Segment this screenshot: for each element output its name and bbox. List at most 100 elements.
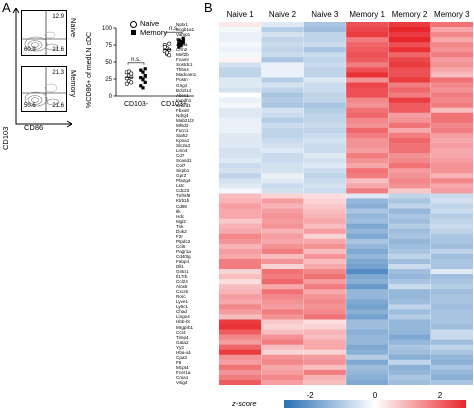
heatmap-cell — [430, 92, 473, 99]
heatmap-cell — [261, 344, 305, 351]
heatmap-cell — [303, 143, 347, 149]
heatmap-cell — [219, 168, 262, 174]
heatmap-cell — [346, 52, 389, 58]
heatmap-cell — [219, 369, 262, 376]
heatmap-cell — [261, 87, 305, 93]
heatmap-cell — [261, 22, 305, 28]
heatmap-cell — [219, 107, 262, 114]
heatmap-cell — [303, 47, 347, 53]
heatmap-cell — [388, 269, 432, 275]
heatmap-cell — [261, 127, 305, 134]
heatmap-cell — [388, 27, 432, 33]
heatmap-cell — [261, 374, 305, 381]
heatmap-cell — [388, 183, 432, 189]
heatmap-cell — [346, 188, 389, 194]
heatmap-cell — [219, 122, 262, 129]
gene-label: Slc2a3 — [176, 143, 191, 148]
gene-label: Sirpb1 — [176, 168, 190, 174]
gene-label: Mcpt4 — [176, 364, 189, 370]
gene-label: Mef2b — [176, 52, 189, 58]
heatmap-cell — [303, 198, 347, 204]
heatmap-cell — [303, 374, 347, 381]
scatter-category-label-1: CD103+ — [161, 101, 187, 108]
heatmap-cell — [219, 233, 262, 240]
gene-label: Ilk — [176, 208, 181, 214]
heatmap-cell — [261, 32, 305, 38]
heatmap-cell — [430, 112, 473, 119]
heatmap-cell — [430, 374, 473, 381]
heatmap-cell — [430, 294, 473, 300]
heatmap-cell — [303, 37, 347, 43]
heatmap-cell — [219, 163, 262, 169]
heatmap-cell — [303, 127, 347, 134]
heatmap-cell — [303, 97, 347, 104]
gene-label: Postn — [176, 77, 188, 83]
heatmap-cell — [303, 52, 347, 58]
flow-naive-q-br: 21.6 — [52, 47, 64, 53]
heatmap-cell — [430, 127, 473, 134]
heatmap-cell — [261, 52, 305, 58]
scatter-ytick-label-4: 100 — [102, 26, 113, 32]
heatmap-cell — [303, 309, 347, 315]
heatmap-cell — [346, 42, 389, 48]
heatmap-cell — [303, 248, 347, 255]
heatmap-cell — [303, 354, 347, 361]
gene-label: Fabp4 — [176, 258, 190, 264]
heatmap-cell — [261, 264, 305, 270]
heatmap-cell — [346, 339, 389, 346]
heatmap-cell — [219, 77, 262, 83]
heatmap-cell — [346, 238, 389, 245]
flow-x-arrowhead — [66, 120, 72, 128]
heatmap-cell — [219, 304, 262, 310]
heatmap-cell — [346, 148, 389, 154]
scatter-point-memory — [181, 39, 185, 43]
heatmap-cell — [388, 178, 432, 184]
gene-label: F2r — [176, 233, 183, 239]
heatmap-cell — [430, 284, 473, 290]
heatmap-cell — [388, 359, 432, 366]
heatmap-cell — [430, 168, 473, 174]
scatter-category-label-0: CD103- — [124, 101, 149, 108]
heatmap-cell — [346, 143, 389, 149]
gene-label: Cd96 — [176, 203, 187, 209]
heatmap-cell — [430, 309, 473, 315]
heatmap-cell — [261, 82, 305, 88]
heatmap — [219, 22, 473, 385]
gene-label: Gng4 — [176, 82, 188, 88]
scatter-point-memory — [177, 42, 181, 46]
heatmap-cell — [303, 359, 347, 366]
panel-letter-b: B — [204, 0, 213, 15]
heatmap-cell — [261, 319, 305, 325]
heatmap-cell — [346, 57, 389, 63]
gene-label: Chad — [176, 309, 187, 315]
heatmap-cell — [346, 82, 389, 88]
gene-label: Crm2 — [176, 47, 188, 53]
heatmap-cell — [430, 218, 473, 225]
heatmap-cell — [388, 47, 432, 53]
heatmap-cell — [430, 122, 473, 129]
heatmap-cell — [219, 198, 262, 204]
heatmap-cell — [303, 107, 347, 114]
heatmap-cell — [346, 203, 389, 209]
gene-label: Vamp1 — [176, 32, 191, 38]
heatmap-cell — [346, 364, 389, 371]
heatmap-cell — [430, 248, 473, 255]
scatter-ytick-label-1: 25 — [105, 77, 112, 83]
heatmap-cell — [388, 112, 432, 119]
gene-label: Scgb1a1 — [176, 27, 195, 33]
scatter-point-memory — [139, 84, 143, 88]
heatmap-cell — [303, 163, 347, 169]
heatmap-cell — [346, 299, 389, 305]
heatmap-cell — [219, 284, 262, 290]
heatmap-cell — [346, 62, 389, 68]
heatmap-cell — [219, 57, 262, 63]
heatmap-cell — [346, 369, 389, 376]
heatmap-cell — [219, 354, 262, 361]
zscore-gradient — [284, 400, 466, 408]
heatmap-cell — [388, 299, 432, 305]
heatmap-cell — [303, 67, 347, 73]
scatter-chart: 0 25 50 75 100 CD103- CD103+ n.s. n.s. — [102, 26, 194, 108]
heatmap-cell — [303, 183, 347, 189]
heatmap-cell — [303, 87, 347, 93]
heatmap-cell — [430, 158, 473, 164]
